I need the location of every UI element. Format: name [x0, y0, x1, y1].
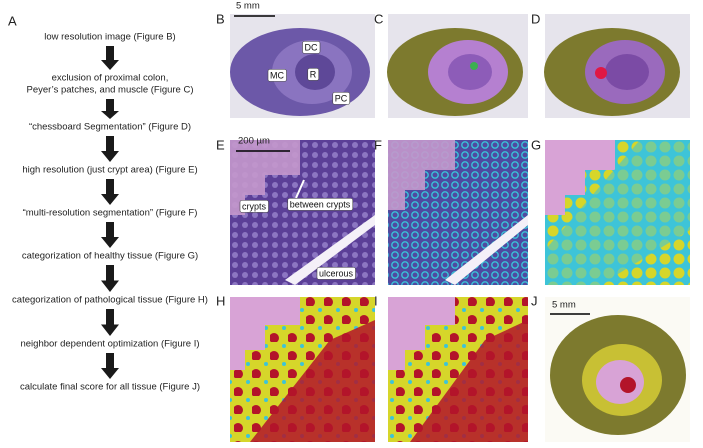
flowchart: low resolution image (Figure B) exclusion… — [12, 32, 208, 393]
flow-arrow — [101, 46, 119, 70]
annotation: crypts — [242, 201, 267, 211]
annotation-box — [307, 68, 320, 81]
annotation: DC — [305, 42, 318, 52]
flow-arrow — [101, 222, 119, 248]
annotation-box — [239, 200, 269, 213]
step-text: low resolution image (Figure B) — [44, 32, 175, 43]
panel-label: C — [374, 11, 383, 26]
panel-label: D — [531, 11, 540, 26]
annotation: R — [310, 69, 317, 79]
panel-g-image — [545, 140, 690, 285]
panel-label: G — [531, 137, 541, 152]
annotation-box — [287, 198, 354, 211]
panel-d-image — [544, 14, 690, 118]
panel-label: I — [374, 293, 378, 308]
panel-label: B — [216, 11, 225, 26]
step-text: “multi-resolution segmentation” (Figure … — [23, 208, 198, 219]
annotation-box — [267, 69, 287, 82]
annotation: MC — [270, 70, 284, 80]
annotation: between crypts — [290, 199, 351, 209]
scale-bar-label: 5 mm — [552, 300, 576, 311]
scale-bar-label: 5 mm — [236, 1, 260, 12]
panel-label: A — [8, 13, 17, 28]
panel-c-image — [387, 14, 528, 118]
scale-bar-label: 200 µm — [238, 136, 270, 147]
pointer-arrow — [295, 179, 305, 199]
flow-arrow — [101, 179, 119, 205]
step-text: categorization of healthy tissue (Figure… — [22, 251, 198, 262]
step-text: calculate final score for all tissue (Fi… — [20, 382, 200, 393]
annotation-box — [302, 41, 321, 54]
flow-arrow — [101, 309, 119, 336]
annotation: ulcerous — [319, 268, 354, 278]
flow-arrow — [101, 136, 119, 162]
step-text: exclusion of proximal colon, — [52, 73, 169, 84]
panel-f-image — [388, 140, 528, 285]
panel-j-image — [545, 297, 690, 442]
step-text: high resolution (just crypt area) (Figur… — [22, 165, 197, 176]
annotation-box — [316, 267, 356, 280]
panel-h-image — [230, 297, 375, 442]
step-text: Peyer’s patches, and muscle (Figure C) — [26, 85, 193, 96]
panel-label: J — [531, 293, 538, 308]
panel-b-image — [230, 14, 375, 118]
annotation-box — [332, 92, 351, 105]
flow-arrow — [101, 99, 119, 119]
panel-i-image — [388, 297, 528, 442]
panel-label: H — [216, 293, 225, 308]
flow-arrow — [101, 353, 119, 379]
annotations: DC MC R PC crypts between crypts ulcerous — [239, 41, 356, 280]
step-text: neighbor dependent optimization (Figure … — [20, 339, 199, 350]
flow-arrow — [101, 265, 119, 292]
panel-label: E — [216, 137, 225, 152]
step-text: categorization of pathological tissue (F… — [12, 295, 208, 306]
step-text: “chessboard Segmentation” (Figure D) — [29, 122, 191, 133]
panel-label: F — [374, 137, 382, 152]
annotation: PC — [335, 93, 348, 103]
